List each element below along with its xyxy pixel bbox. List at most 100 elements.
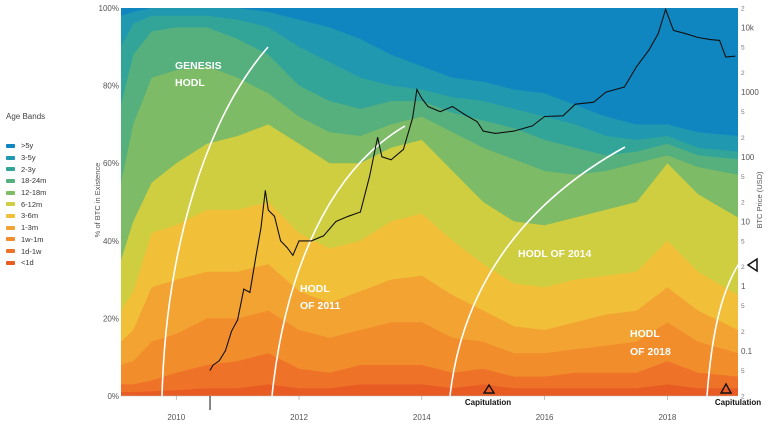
price-point <box>249 291 251 293</box>
price-point <box>476 121 478 123</box>
price-point <box>562 115 564 117</box>
chart-axes: 2010 2012 2014 2016 2018 0% 20% 40% 60% 80% 100% 0.… <box>99 4 760 422</box>
price-point <box>323 235 325 237</box>
y2-minor-tick-label: 2 <box>741 135 745 142</box>
legend-swatch <box>6 178 15 183</box>
legend-swatch <box>6 225 15 230</box>
legend-label: 18-24m <box>21 176 47 186</box>
y2-minor-tick-label: 5 <box>741 368 745 375</box>
legend-swatch <box>6 249 15 254</box>
legend-label: 3-6m <box>21 211 39 221</box>
annotation-2011-line1: HODL <box>300 283 330 295</box>
legend-item: 2-3y <box>6 163 46 175</box>
legend-item: >5y <box>6 140 46 152</box>
annotation-hodl-2018: HODL OF 2018 <box>630 328 671 358</box>
price-point <box>464 114 466 116</box>
price-point <box>292 254 294 256</box>
legend-item: 3-6m <box>6 210 46 222</box>
y2-tick-label: 10 <box>741 217 750 226</box>
y2-axis-label: BTC Price (USD) <box>755 171 764 229</box>
capitulation-marker-2018: Capitulation <box>715 382 761 407</box>
y2-minor-tick-label: 2 <box>741 70 745 77</box>
y2-minor-tick-label: 2 <box>741 264 745 271</box>
price-point <box>657 33 659 35</box>
price-point <box>648 49 650 51</box>
price-point <box>255 254 257 256</box>
price-point <box>209 369 211 371</box>
legend-item: 12-18m <box>6 187 46 199</box>
price-point <box>359 211 361 213</box>
price-point <box>260 227 262 229</box>
y2-tick-label: 1000 <box>741 88 759 97</box>
triangle-up-icon <box>719 382 733 394</box>
price-point <box>673 29 675 31</box>
price-point <box>697 36 699 38</box>
price-point <box>237 319 239 321</box>
price-point <box>725 56 727 58</box>
y-tick-label: 20% <box>103 314 119 323</box>
price-point <box>402 148 404 150</box>
legend-title: Age Bands <box>6 112 46 121</box>
price-point <box>412 117 414 119</box>
price-point <box>513 130 515 132</box>
price-point <box>369 175 371 177</box>
price-point <box>734 55 736 57</box>
legend-swatch <box>6 190 15 195</box>
legend-item: 1d-1w <box>6 245 46 257</box>
hodl-curve-2 <box>449 146 626 396</box>
price-point <box>544 115 546 117</box>
y2-minor-tick-label: 2 <box>741 6 745 13</box>
hodl-curve-0 <box>161 46 269 396</box>
y2-tick-label: 10k <box>741 23 755 32</box>
price-point <box>439 111 441 113</box>
y2-minor-tick-label: 5 <box>741 174 745 181</box>
legend-swatch <box>6 167 15 172</box>
legend-label: 2-3y <box>21 164 36 174</box>
legend-item: 3-5y <box>6 152 46 164</box>
price-point <box>494 132 496 134</box>
price-point <box>286 246 288 248</box>
legend-item: 1-3m <box>6 222 46 234</box>
price-point <box>574 103 576 105</box>
legend-swatch <box>6 202 15 207</box>
price-point <box>482 130 484 132</box>
price-point <box>531 125 533 127</box>
y-tick-label: 0% <box>107 392 119 401</box>
capitulation-label-2018: Capitulation <box>715 398 761 407</box>
legend-label: 1d-1w <box>21 246 42 256</box>
capitulation-label-2015: Capitulation <box>465 398 511 407</box>
legend-swatch <box>6 260 15 265</box>
y-tick-label: 100% <box>99 4 119 13</box>
legend-item: 6-12m <box>6 198 46 210</box>
legend-label: 6-12m <box>21 199 43 209</box>
price-point <box>381 156 383 158</box>
legend-swatch <box>6 237 15 242</box>
x-tick-label: 2018 <box>658 413 676 422</box>
annotation-genesis-line2: HODL <box>175 77 205 89</box>
price-point <box>416 88 418 90</box>
price-point <box>636 65 638 67</box>
price-point <box>224 350 226 352</box>
price-point <box>231 330 233 332</box>
price-point <box>264 190 266 192</box>
hodl-curve-3 <box>706 263 738 396</box>
band-<1d <box>121 384 738 396</box>
price-point <box>218 360 220 362</box>
price-line <box>209 8 735 371</box>
legend-swatch <box>6 213 15 218</box>
y2-minor-tick-label: 5 <box>741 238 745 245</box>
x-tick-label: 2010 <box>167 413 185 422</box>
price-point <box>709 39 711 41</box>
age-band-areas <box>121 8 738 396</box>
age-band-legend: >5y 3-5y 2-3y 18-24m 12-18m 6-12m 3-6m 1-3m 1w-1… <box>6 140 46 269</box>
annotation-genesis-hodl: GENESIS HODL <box>175 60 222 89</box>
y2-tick-label: 0.1 <box>741 347 753 356</box>
legend-label: 12-18m <box>21 188 47 198</box>
price-point <box>310 240 312 242</box>
price-point <box>623 86 625 88</box>
y-tick-label: 40% <box>103 237 119 246</box>
x-tick-label: 2014 <box>413 413 431 422</box>
y2-minor-tick-label: 5 <box>741 303 745 310</box>
legend-item: <1d <box>6 257 46 269</box>
